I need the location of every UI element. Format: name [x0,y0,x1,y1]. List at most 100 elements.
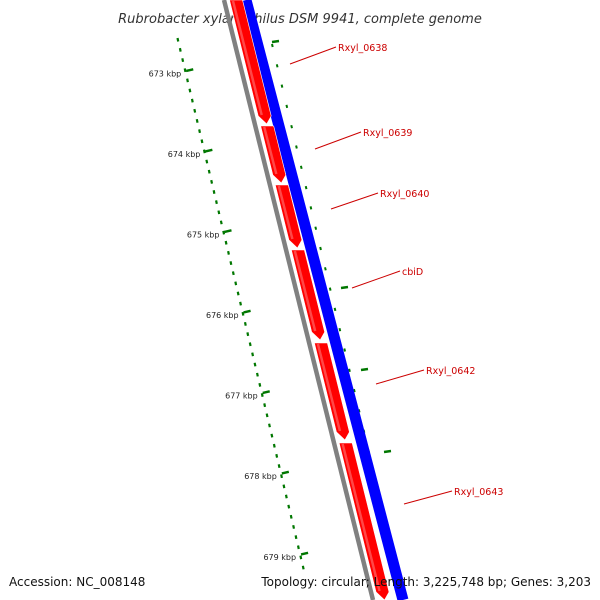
tick-label: 673 kbp [149,70,182,79]
minor-tick [231,271,235,276]
minor-tick [207,169,211,174]
tick-label: 677 kbp [225,392,258,401]
minor-tick [181,58,185,63]
backbone-line [221,0,376,600]
gene-highlight [231,0,263,116]
minor-tick [275,453,279,458]
gene-leader-line [330,192,379,210]
minor-tick [248,342,252,347]
minor-tick [236,291,240,296]
minor-tick [272,443,276,448]
minor-tick [176,37,180,42]
minor-tick [268,423,271,428]
gene-label: Rxyl_0642 [426,366,475,377]
major-tick [340,285,349,290]
gene-leader-line [351,270,401,289]
tick-label: 674 kbp [168,150,201,159]
map-title: Rubrobacter xylanophilus DSM 9941, compl… [118,12,482,27]
gene-highlight [277,185,294,240]
tick-label: 679 kbp [263,553,296,562]
genome-summary-text: Topology: circular; Length: 3,225,748 bp… [260,575,591,589]
minor-tick [328,287,332,291]
gene-highlight [341,443,381,592]
major-tick [360,367,369,372]
gene-highlight [316,343,342,432]
gene-track [229,0,409,600]
major-tick [224,229,232,234]
minor-tick [299,165,303,170]
minor-tick [195,118,199,123]
minor-tick [290,124,293,129]
minor-tick [241,311,245,316]
accession-text: Accession: NC_008148 [9,575,145,589]
gene-label: Rxyl_0639 [363,128,412,139]
minor-tick [280,474,283,479]
tick-label: 675 kbp [187,231,220,240]
gene-leader-line [314,131,362,150]
gene-highlight [262,126,278,175]
minor-tick [295,145,298,149]
minor-tick [265,413,269,418]
minor-tick [183,68,187,73]
minor-tick [304,185,308,190]
minor-tick [224,240,228,245]
minor-tick [271,43,274,48]
gene-highlight [293,250,317,332]
minor-tick [243,321,247,326]
gene-leader-line [289,46,337,65]
minor-tick [246,332,250,337]
minor-tick [294,535,298,540]
minor-tick [212,190,216,194]
minor-tick [289,514,293,519]
minor-tick [287,504,291,509]
gene-leader-line [375,369,425,385]
minor-tick [219,220,223,225]
minor-tick [324,267,327,271]
gene-label: Rxyl_0640 [380,189,429,200]
gene-labels: Rxyl_0638 Rxyl_0639 Rxyl_0640 cbiD Rxyl_0642… [289,43,503,505]
minor-tick [190,98,194,103]
minor-tick [333,307,337,312]
major-tick [205,148,213,153]
minor-tick [280,84,284,88]
minor-tick [217,210,221,215]
tick-label: 678 kbp [244,472,277,481]
minor-tick [200,139,204,144]
minor-tick [296,545,300,550]
minor-tick [188,88,192,93]
minor-tick [198,129,201,134]
minor-tick [352,388,356,393]
minor-tick [210,179,214,184]
major-tick [262,390,270,395]
major-tick [243,309,251,314]
minor-tick [309,206,313,210]
minor-tick [285,104,289,109]
minor-tick [275,64,279,68]
minor-tick [202,149,206,154]
gene-leader-line [403,490,453,505]
minor-tick [251,352,255,357]
major-tick [383,449,392,454]
major-tick [271,39,280,44]
minor-tick [270,433,274,438]
minor-tick [229,261,233,266]
minor-tick [239,301,242,306]
minor-tick [258,382,262,387]
minor-tick [282,484,286,489]
minor-tick [338,327,342,332]
gene-label: Rxyl_0643 [454,487,503,498]
minor-tick [301,565,305,570]
minor-tick [299,555,303,560]
minor-tick [292,524,296,529]
minor-tick [263,403,267,408]
minor-tick [222,230,226,235]
minor-tick [343,348,346,352]
minor-tick [186,78,189,83]
minor-tick [314,226,318,230]
major-tick [281,470,290,475]
minor-tick [178,47,182,52]
minor-tick [260,393,264,397]
major-tick [185,68,194,73]
minor-tick [253,362,257,367]
